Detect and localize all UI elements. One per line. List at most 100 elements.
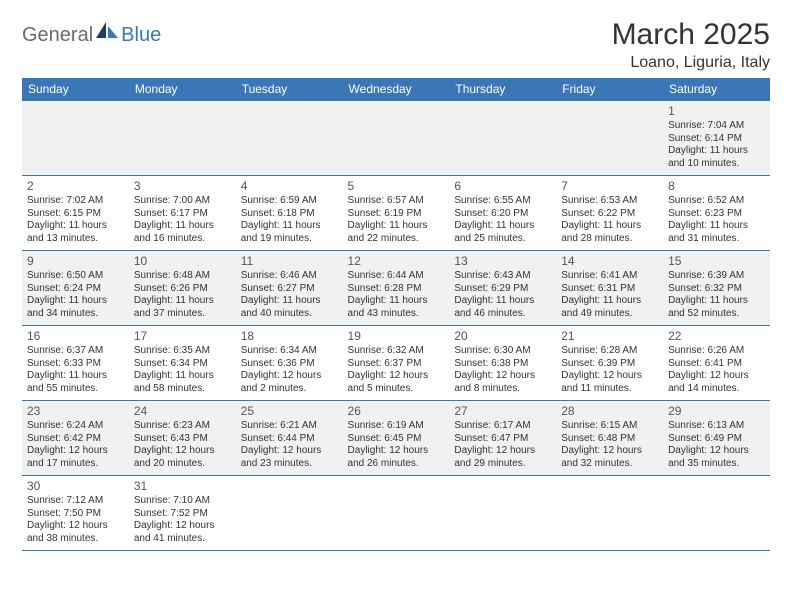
- sunset-text: Sunset: 6:14 PM: [668, 133, 765, 146]
- sunrise-text: Sunrise: 7:12 AM: [27, 495, 124, 508]
- logo: General Blue: [22, 22, 161, 49]
- sunrise-text: Sunrise: 6:32 AM: [348, 345, 445, 358]
- sunset-text: Sunset: 6:49 PM: [668, 433, 765, 446]
- daylight-text: and 37 minutes.: [134, 308, 231, 321]
- calendar-table: Sunday Monday Tuesday Wednesday Thursday…: [22, 78, 770, 551]
- daylight-text: Daylight: 12 hours: [454, 370, 551, 383]
- daylight-text: Daylight: 11 hours: [241, 220, 338, 233]
- sunrise-text: Sunrise: 6:21 AM: [241, 420, 338, 433]
- sunrise-text: Sunrise: 6:19 AM: [348, 420, 445, 433]
- sunrise-text: Sunrise: 6:55 AM: [454, 195, 551, 208]
- daylight-text: and 28 minutes.: [561, 233, 658, 246]
- daylight-text: and 17 minutes.: [27, 458, 124, 471]
- sunrise-text: Sunrise: 6:53 AM: [561, 195, 658, 208]
- calendar-day-cell: 3Sunrise: 7:00 AMSunset: 6:17 PMDaylight…: [129, 176, 236, 251]
- sunrise-text: Sunrise: 6:15 AM: [561, 420, 658, 433]
- sunrise-text: Sunrise: 6:50 AM: [27, 270, 124, 283]
- day-number: 18: [241, 329, 338, 344]
- month-title: March 2025: [612, 18, 770, 52]
- sunset-text: Sunset: 6:44 PM: [241, 433, 338, 446]
- sunset-text: Sunset: 6:19 PM: [348, 208, 445, 221]
- calendar-week-row: 1Sunrise: 7:04 AMSunset: 6:14 PMDaylight…: [22, 101, 770, 176]
- daylight-text: and 35 minutes.: [668, 458, 765, 471]
- weekday-header: Sunday: [22, 78, 129, 101]
- daylight-text: Daylight: 11 hours: [561, 220, 658, 233]
- daylight-text: Daylight: 11 hours: [134, 220, 231, 233]
- calendar-day-cell: [236, 101, 343, 176]
- weekday-header: Friday: [556, 78, 663, 101]
- sunrise-text: Sunrise: 6:39 AM: [668, 270, 765, 283]
- calendar-day-cell: [129, 101, 236, 176]
- calendar-day-cell: 18Sunrise: 6:34 AMSunset: 6:36 PMDayligh…: [236, 326, 343, 401]
- daylight-text: and 55 minutes.: [27, 383, 124, 396]
- day-number: 29: [668, 404, 765, 419]
- day-number: 20: [454, 329, 551, 344]
- daylight-text: Daylight: 11 hours: [454, 220, 551, 233]
- sunrise-text: Sunrise: 7:02 AM: [27, 195, 124, 208]
- daylight-text: Daylight: 12 hours: [668, 445, 765, 458]
- daylight-text: and 13 minutes.: [27, 233, 124, 246]
- day-number: 10: [134, 254, 231, 269]
- calendar-day-cell: 22Sunrise: 6:26 AMSunset: 6:41 PMDayligh…: [663, 326, 770, 401]
- day-number: 11: [241, 254, 338, 269]
- day-number: 31: [134, 479, 231, 494]
- sunrise-text: Sunrise: 6:57 AM: [348, 195, 445, 208]
- sunset-text: Sunset: 6:47 PM: [454, 433, 551, 446]
- day-number: 23: [27, 404, 124, 419]
- calendar-day-cell: 19Sunrise: 6:32 AMSunset: 6:37 PMDayligh…: [343, 326, 450, 401]
- day-number: 1: [668, 104, 765, 119]
- sunrise-text: Sunrise: 6:35 AM: [134, 345, 231, 358]
- sunrise-text: Sunrise: 6:24 AM: [27, 420, 124, 433]
- day-number: 28: [561, 404, 658, 419]
- daylight-text: Daylight: 11 hours: [134, 295, 231, 308]
- sunrise-text: Sunrise: 6:26 AM: [668, 345, 765, 358]
- daylight-text: Daylight: 12 hours: [27, 445, 124, 458]
- sunset-text: Sunset: 6:26 PM: [134, 283, 231, 296]
- daylight-text: and 49 minutes.: [561, 308, 658, 321]
- page: General Blue March 2025 Loano, Liguria, …: [0, 0, 792, 551]
- sunrise-text: Sunrise: 6:59 AM: [241, 195, 338, 208]
- day-number: 19: [348, 329, 445, 344]
- daylight-text: and 58 minutes.: [134, 383, 231, 396]
- calendar-week-row: 30Sunrise: 7:12 AMSunset: 7:50 PMDayligh…: [22, 476, 770, 551]
- calendar-day-cell: [22, 101, 129, 176]
- sunrise-text: Sunrise: 6:23 AM: [134, 420, 231, 433]
- daylight-text: Daylight: 11 hours: [348, 220, 445, 233]
- calendar-day-cell: 7Sunrise: 6:53 AMSunset: 6:22 PMDaylight…: [556, 176, 663, 251]
- daylight-text: and 23 minutes.: [241, 458, 338, 471]
- weekday-header-row: Sunday Monday Tuesday Wednesday Thursday…: [22, 78, 770, 101]
- daylight-text: and 19 minutes.: [241, 233, 338, 246]
- calendar-day-cell: [343, 476, 450, 551]
- daylight-text: Daylight: 12 hours: [27, 520, 124, 533]
- sunset-text: Sunset: 6:45 PM: [348, 433, 445, 446]
- calendar-day-cell: 6Sunrise: 6:55 AMSunset: 6:20 PMDaylight…: [449, 176, 556, 251]
- weekday-header: Saturday: [663, 78, 770, 101]
- sunrise-text: Sunrise: 7:04 AM: [668, 120, 765, 133]
- sunset-text: Sunset: 6:39 PM: [561, 358, 658, 371]
- calendar-day-cell: [343, 101, 450, 176]
- sunrise-text: Sunrise: 6:13 AM: [668, 420, 765, 433]
- title-block: March 2025 Loano, Liguria, Italy: [612, 18, 770, 72]
- daylight-text: Daylight: 12 hours: [454, 445, 551, 458]
- sunrise-text: Sunrise: 6:37 AM: [27, 345, 124, 358]
- daylight-text: and 41 minutes.: [134, 533, 231, 546]
- calendar-body: 1Sunrise: 7:04 AMSunset: 6:14 PM Daylight…: [22, 101, 770, 551]
- daylight-text: Daylight: 11 hours: [27, 220, 124, 233]
- day-number: 9: [27, 254, 124, 269]
- sunset-text: Sunset: 6:42 PM: [27, 433, 124, 446]
- calendar-day-cell: [449, 101, 556, 176]
- calendar-day-cell: 9Sunrise: 6:50 AMSunset: 6:24 PMDaylight…: [22, 251, 129, 326]
- daylight-text: and 14 minutes.: [668, 383, 765, 396]
- daylight-text: and 46 minutes.: [454, 308, 551, 321]
- day-number: 25: [241, 404, 338, 419]
- sunrise-text: Sunrise: 6:41 AM: [561, 270, 658, 283]
- day-number: 17: [134, 329, 231, 344]
- day-number: 8: [668, 179, 765, 194]
- daylight-text: Daylight: 11 hours: [134, 370, 231, 383]
- calendar-day-cell: 11Sunrise: 6:46 AMSunset: 6:27 PMDayligh…: [236, 251, 343, 326]
- location: Loano, Liguria, Italy: [612, 54, 770, 72]
- calendar-day-cell: [449, 476, 556, 551]
- sunset-text: Sunset: 6:17 PM: [134, 208, 231, 221]
- calendar-day-cell: 14Sunrise: 6:41 AMSunset: 6:31 PMDayligh…: [556, 251, 663, 326]
- daylight-text: and 2 minutes.: [241, 383, 338, 396]
